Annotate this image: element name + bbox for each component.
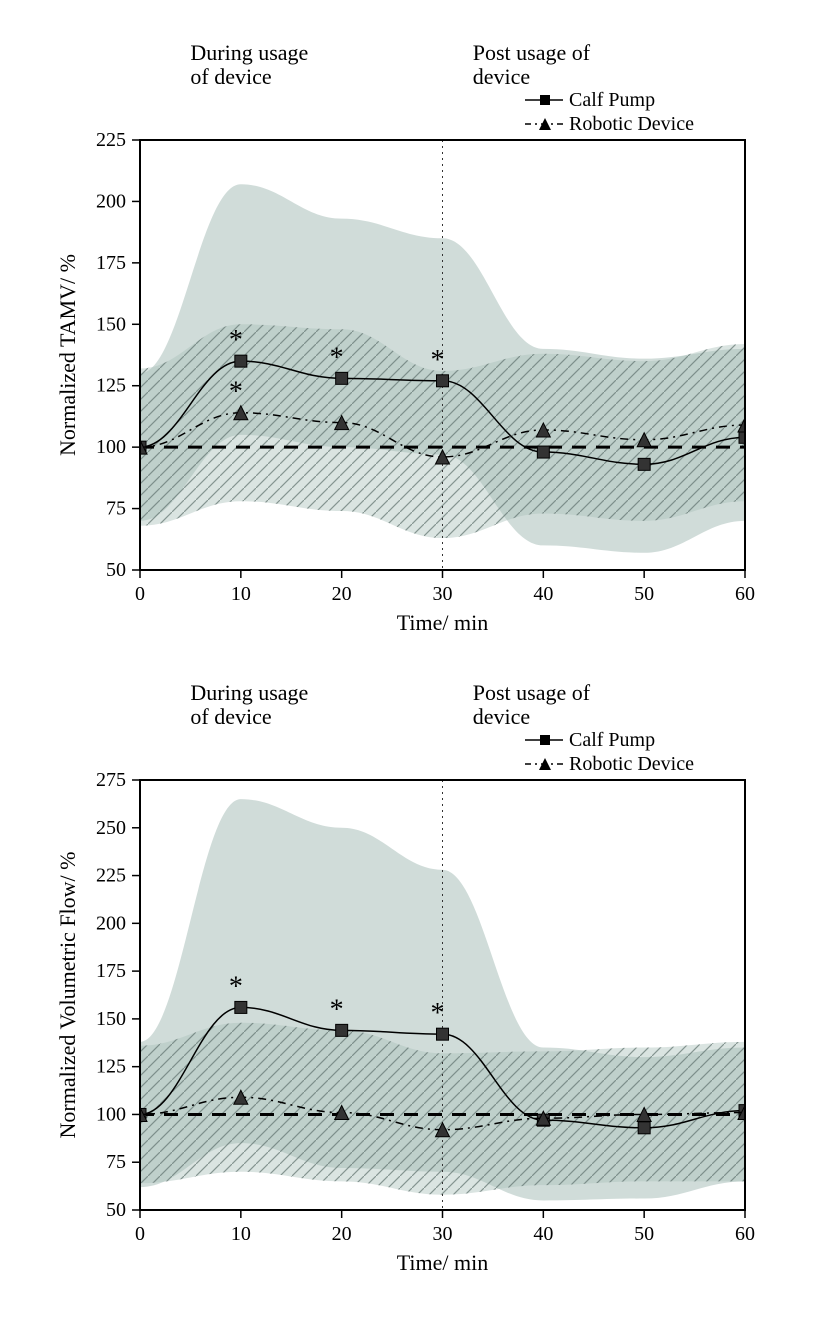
data-marker — [437, 1028, 449, 1040]
label-post: Post usage ofdevice — [473, 680, 591, 729]
y-tick-label: 75 — [106, 1151, 126, 1173]
chart-svg: During usageof device Post usage ofdevice… — [40, 20, 785, 640]
figure: During usageof device Post usage ofdevice… — [0, 0, 825, 1320]
significance-star: * — [229, 325, 243, 356]
x-axis-label: Time/ min — [397, 1250, 489, 1275]
x-tick-label: 20 — [332, 583, 352, 605]
data-marker — [638, 458, 650, 470]
significance-star: * — [431, 345, 445, 376]
x-tick-label: 60 — [735, 583, 755, 605]
y-tick-label: 150 — [96, 1008, 126, 1030]
y-tick-label: 125 — [96, 375, 126, 397]
x-tick-label: 0 — [135, 583, 145, 605]
label-during: During usageof device — [190, 680, 308, 729]
chart-panel-volflow: During usageof device Post usage ofdevice… — [40, 660, 785, 1280]
legend-item: Robotic Device — [569, 753, 694, 775]
x-tick-label: 10 — [231, 583, 251, 605]
y-tick-label: 50 — [106, 559, 126, 581]
y-tick-label: 100 — [96, 436, 126, 458]
y-tick-label: 150 — [96, 313, 126, 335]
x-tick-label: 20 — [332, 1223, 352, 1245]
data-marker — [638, 1122, 650, 1134]
x-tick-label: 10 — [231, 1223, 251, 1245]
y-tick-label: 200 — [96, 190, 126, 212]
x-tick-label: 0 — [135, 1223, 145, 1245]
label-post: Post usage ofdevice — [473, 40, 591, 89]
significance-star: * — [330, 994, 344, 1025]
legend-item: Robotic Device — [569, 113, 694, 135]
x-tick-label: 30 — [433, 1223, 453, 1245]
data-marker — [235, 355, 247, 367]
significance-star: * — [229, 971, 243, 1002]
legend-item: Calf Pump — [569, 729, 655, 751]
significance-star: * — [330, 342, 344, 373]
data-marker — [437, 375, 449, 387]
significance-star: * — [229, 377, 243, 408]
y-tick-label: 175 — [96, 960, 126, 982]
y-tick-label: 125 — [96, 1056, 126, 1078]
x-tick-label: 50 — [634, 583, 654, 605]
x-tick-label: 40 — [533, 583, 553, 605]
y-tick-label: 50 — [106, 1199, 126, 1221]
data-marker — [336, 1024, 348, 1036]
y-tick-label: 250 — [96, 817, 126, 839]
significance-star: * — [431, 998, 445, 1029]
data-marker — [537, 446, 549, 458]
y-tick-label: 225 — [96, 129, 126, 151]
y-tick-label: 100 — [96, 1103, 126, 1125]
legend-item: Calf Pump — [569, 89, 655, 111]
label-during: During usageof device — [190, 40, 308, 89]
x-tick-label: 60 — [735, 1223, 755, 1245]
chart-panel-tamv: During usageof device Post usage ofdevice… — [40, 20, 785, 640]
x-tick-label: 50 — [634, 1223, 654, 1245]
y-tick-label: 225 — [96, 865, 126, 887]
y-axis-label: Normalized Volumetric Flow/ % — [55, 852, 80, 1139]
x-axis-label: Time/ min — [397, 610, 489, 635]
x-tick-label: 30 — [433, 583, 453, 605]
x-tick-label: 40 — [533, 1223, 553, 1245]
y-axis-label: Normalized TAMV/ % — [55, 254, 80, 456]
chart-svg: During usageof device Post usage ofdevice… — [40, 660, 785, 1280]
y-tick-label: 275 — [96, 769, 126, 791]
y-tick-label: 175 — [96, 252, 126, 274]
y-tick-label: 75 — [106, 498, 126, 520]
y-tick-label: 200 — [96, 912, 126, 934]
data-marker — [235, 1001, 247, 1013]
data-marker — [336, 372, 348, 384]
